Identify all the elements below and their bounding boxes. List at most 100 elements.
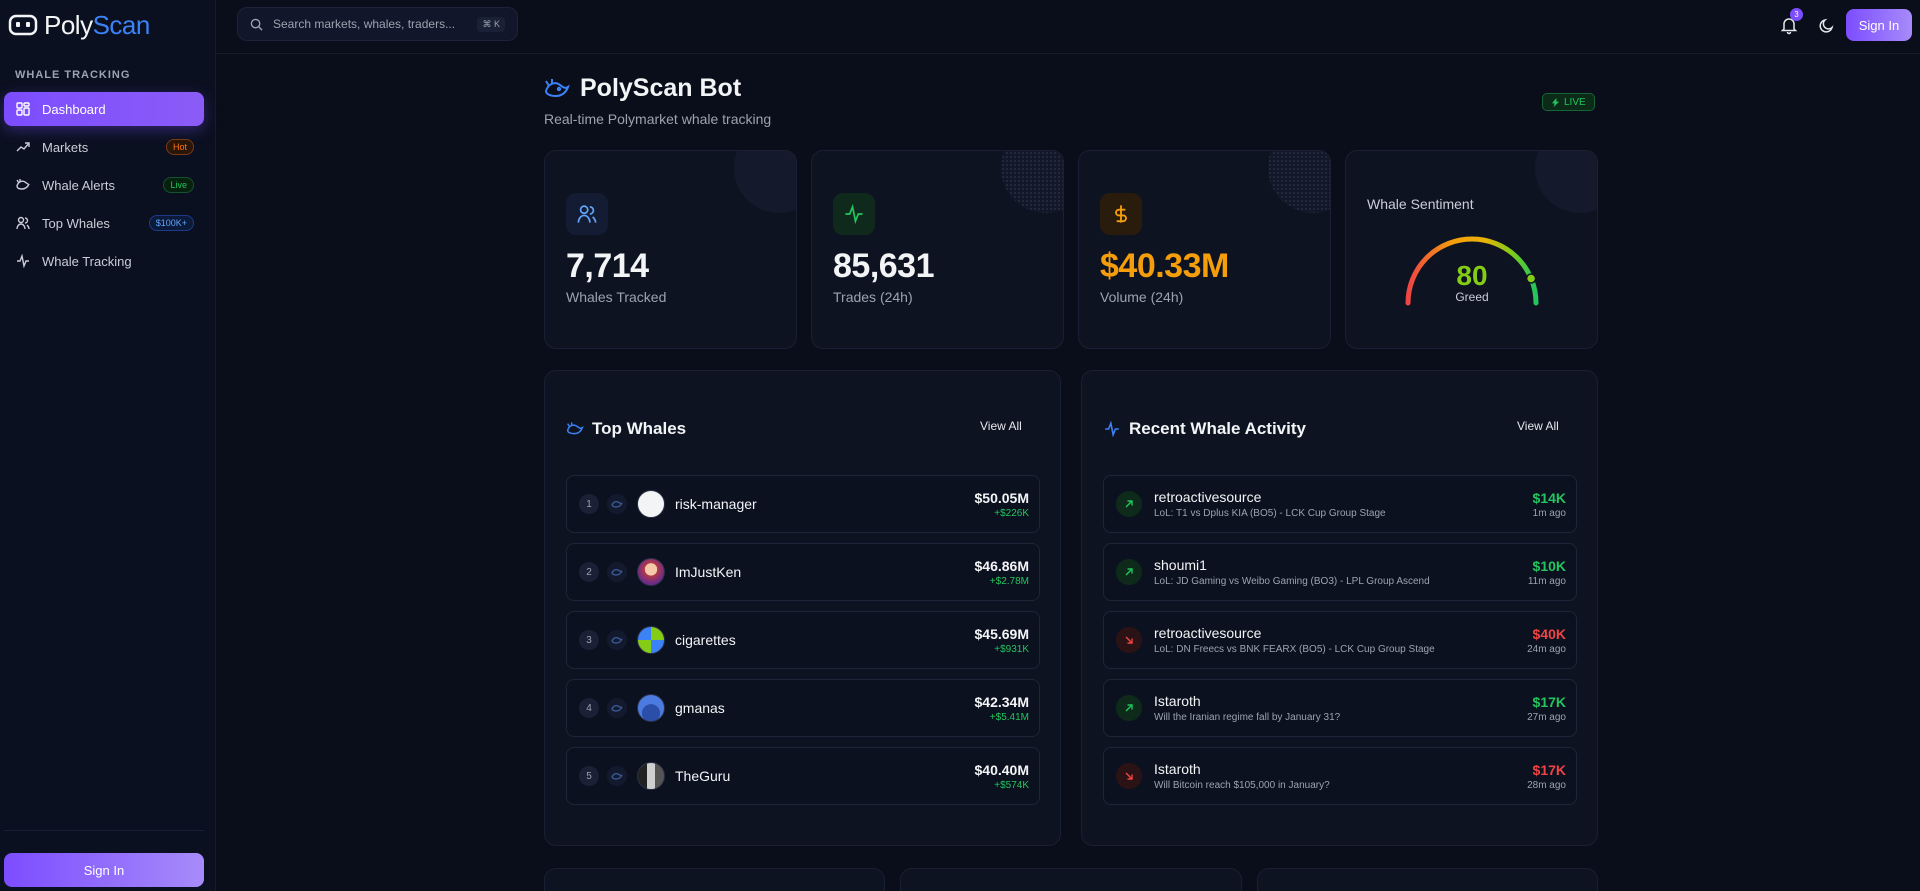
- stat-value: 85,631: [833, 247, 935, 285]
- header-sign-in-button[interactable]: Sign In: [1846, 9, 1912, 41]
- sidebar-item-markets[interactable]: Markets Hot: [4, 130, 204, 164]
- logo[interactable]: PolyScan: [8, 10, 150, 40]
- panel-header: Recent Whale Activity: [1103, 419, 1306, 439]
- activity-trader: Istaroth: [1154, 693, 1201, 709]
- top-whales-list: 1 risk-manager $50.05M +$226K 2 ImJustKe…: [566, 475, 1040, 815]
- sidebar-item-label: Top Whales: [42, 215, 110, 231]
- sidebar-item-whale-tracking[interactable]: Whale Tracking: [4, 244, 204, 278]
- activity-time: 28m ago: [1527, 779, 1566, 791]
- list-item[interactable]: Istaroth Will Bitcoin reach $105,000 in …: [1103, 747, 1577, 805]
- sidebar-sign-in-button[interactable]: Sign In: [4, 853, 204, 887]
- activity-time: 1m ago: [1532, 507, 1566, 519]
- whale-name: ImJustKen: [675, 564, 742, 580]
- avatar: [637, 694, 665, 722]
- activity-text: shoumi1 LoL: JD Gaming vs Weibo Gaming (…: [1154, 557, 1528, 587]
- panel-header: Top Whales: [566, 419, 686, 439]
- whale-pnl: +$2.78M: [989, 575, 1029, 587]
- page-title: PolyScan Bot: [580, 74, 742, 102]
- rank-badge: 2: [579, 562, 599, 582]
- list-item[interactable]: retroactivesource LoL: DN Freecs vs BNK …: [1103, 611, 1577, 669]
- search-input[interactable]: [273, 17, 468, 31]
- sentiment-label: Greed: [1455, 290, 1488, 304]
- table-row[interactable]: 5 TheGuru $40.40M +$574K: [566, 747, 1040, 805]
- stat-value: 7,714: [566, 247, 649, 285]
- stat-icon-wrap: [1100, 193, 1142, 235]
- logo-text: PolyScan: [44, 9, 150, 40]
- whale-icon: [16, 179, 30, 190]
- sidebar: PolyScan WHALE TRACKING Dashboard Market…: [0, 0, 216, 891]
- gauge-knob: [1525, 273, 1537, 284]
- activity-amount: $40K 24m ago: [1527, 626, 1566, 655]
- activity-value: $17K: [1532, 693, 1566, 710]
- rank-badge: 5: [579, 766, 599, 786]
- activity-text: Istaroth Will Bitcoin reach $105,000 in …: [1154, 761, 1527, 791]
- trending-up-icon: [16, 142, 30, 152]
- whale-mini-icon: [607, 698, 627, 718]
- stat-value: $40.33M: [1100, 247, 1229, 285]
- table-row[interactable]: 3 cigarettes $45.69M +$931K: [566, 611, 1040, 669]
- whale-name: cigarettes: [675, 632, 736, 648]
- sidebar-item-top-whales[interactable]: Top Whales $100K+: [4, 206, 204, 240]
- page-header: PolyScan Bot: [544, 74, 741, 103]
- rank-badge: 4: [579, 698, 599, 718]
- arrow-up-right-icon: [1116, 695, 1142, 721]
- panel-title: Top Whales: [592, 419, 687, 438]
- stat-card-trades: 85,631 Trades (24h): [811, 150, 1064, 349]
- sidebar-item-dashboard[interactable]: Dashboard: [4, 92, 204, 126]
- sentiment-value: 80: [1456, 260, 1487, 291]
- sidebar-item-label: Dashboard: [42, 101, 106, 117]
- activity-time: 11m ago: [1527, 575, 1566, 587]
- whale-pnl: +$574K: [994, 779, 1029, 791]
- activity-market: LoL: JD Gaming vs Weibo Gaming (BO3) - L…: [1154, 576, 1430, 587]
- activity-list: retroactivesource LoL: T1 vs Dplus KIA (…: [1103, 475, 1577, 815]
- hot-badge: Hot: [165, 139, 194, 155]
- users-icon: [577, 205, 597, 223]
- dollar-icon: [1115, 205, 1127, 223]
- table-row[interactable]: 2 ImJustKen $46.86M +$2.78M: [566, 543, 1040, 601]
- activity-market: LoL: DN Freecs vs BNK FEARX (BO5) - LCK …: [1154, 644, 1435, 655]
- activity-time: 24m ago: [1527, 643, 1566, 655]
- whale-volume: $46.86M: [974, 557, 1029, 574]
- list-item[interactable]: shoumi1 LoL: JD Gaming vs Weibo Gaming (…: [1103, 543, 1577, 601]
- list-item[interactable]: retroactivesource LoL: T1 vs Dplus KIA (…: [1103, 475, 1577, 533]
- sidebar-item-whale-alerts[interactable]: Whale Alerts Live: [4, 168, 204, 202]
- sidebar-section-title: WHALE TRACKING: [15, 69, 131, 81]
- whale-icon: [566, 422, 584, 435]
- bottom-card: [900, 868, 1242, 891]
- sidebar-item-label: Whale Alerts: [42, 177, 115, 193]
- search-box[interactable]: ⌘ K: [237, 7, 518, 41]
- bottom-card: [544, 868, 885, 891]
- stat-label: Volume (24h): [1100, 289, 1184, 305]
- live-label: LIVE: [1564, 96, 1586, 108]
- activity-value: $10K: [1532, 557, 1566, 574]
- robot-logo-icon: [8, 14, 38, 36]
- activity-value: $14K: [1532, 489, 1566, 506]
- stat-icon-wrap: [833, 193, 875, 235]
- arrow-down-right-icon: [1116, 627, 1142, 653]
- stat-card-whales: 7,714 Whales Tracked: [544, 150, 797, 349]
- threshold-badge: $100K+: [148, 215, 194, 231]
- activity-value: $40K: [1532, 625, 1566, 642]
- activity-amount: $10K 11m ago: [1528, 558, 1566, 587]
- search-icon: [250, 18, 263, 31]
- activity-trader: shoumi1: [1154, 557, 1207, 573]
- bell-icon[interactable]: [1778, 14, 1800, 36]
- whale-amount: $40.40M +$574K: [975, 762, 1029, 791]
- activity-icon: [1105, 421, 1119, 437]
- whale-amount: $45.69M +$931K: [975, 626, 1029, 655]
- sidebar-item-label: Whale Tracking: [42, 253, 132, 269]
- activity-value: $17K: [1532, 761, 1566, 778]
- panel-title: Recent Whale Activity: [1129, 419, 1306, 438]
- keyboard-shortcut: ⌘ K: [477, 16, 505, 32]
- sidebar-item-label: Markets: [42, 139, 89, 155]
- table-row[interactable]: 1 risk-manager $50.05M +$226K: [566, 475, 1040, 533]
- activity-trader: Istaroth: [1154, 761, 1201, 777]
- activity-view-all-link[interactable]: View All: [1517, 419, 1559, 433]
- table-row[interactable]: 4 gmanas $42.34M +$5.41M: [566, 679, 1040, 737]
- bottom-card: [1257, 868, 1598, 891]
- list-item[interactable]: Istaroth Will the Iranian regime fall by…: [1103, 679, 1577, 737]
- sentiment-gauge: 80 Greed: [1405, 236, 1539, 306]
- top-whales-view-all-link[interactable]: View All: [980, 419, 1022, 433]
- moon-icon[interactable]: [1816, 14, 1838, 36]
